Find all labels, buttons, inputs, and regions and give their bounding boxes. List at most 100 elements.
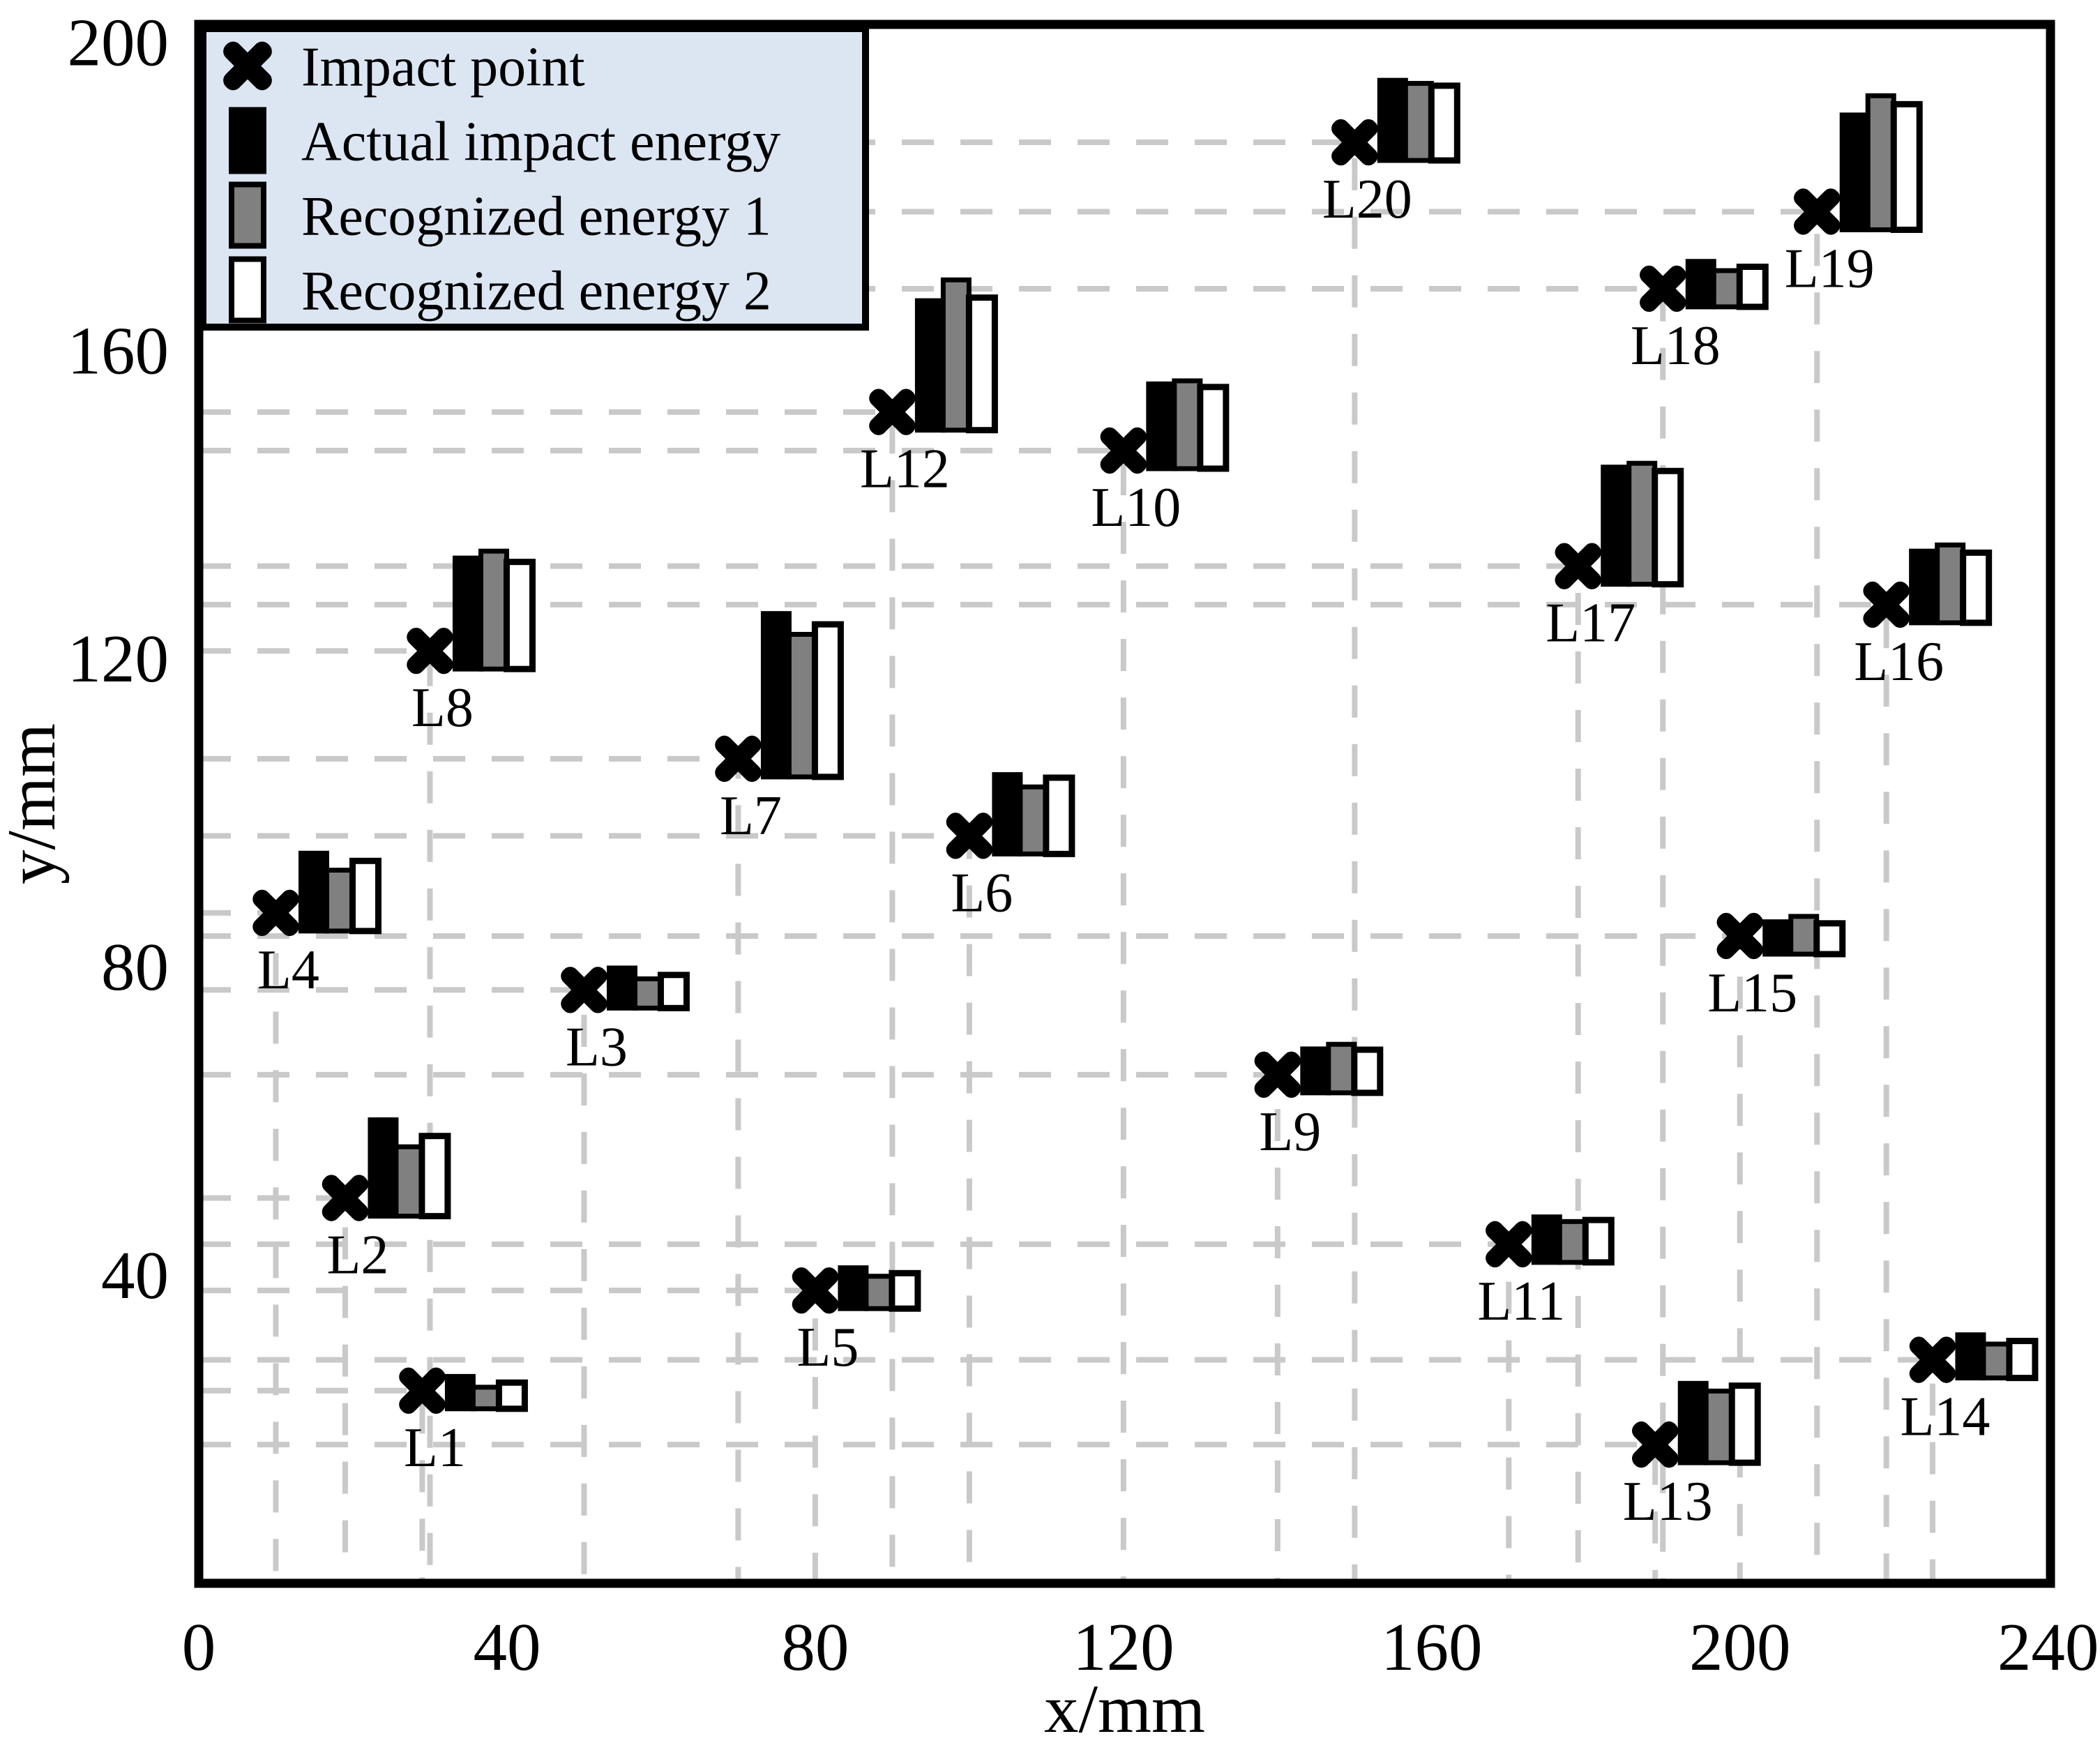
recognized-energy-1-bar-L12 <box>940 277 972 433</box>
legend-label-1: Actual impact energy <box>301 112 780 173</box>
impact-point-marker-L14 <box>1909 1336 1956 1383</box>
impact-point-group-L5: L5 <box>792 1265 921 1378</box>
impact-point-group-L9: L9 <box>1254 1041 1384 1163</box>
point-label-L6: L6 <box>951 862 1013 923</box>
impact-point-group-L16: L16 <box>1854 542 1993 693</box>
impact-point-marker-L7 <box>715 735 762 783</box>
x-stroke <box>1909 1336 1956 1383</box>
recognized-energy-1-bar-L9 <box>1326 1041 1357 1096</box>
impact-point-marker-L10 <box>1100 427 1147 474</box>
point-label-L5: L5 <box>796 1317 859 1378</box>
point-label-L19: L19 <box>1785 238 1875 299</box>
recognized-energy-1-bar-L4 <box>324 868 355 934</box>
legend-label-2: Recognized energy 1 <box>301 186 771 248</box>
recognized-energy-1-bar-L15 <box>1788 914 1820 957</box>
x-tick-label: 80 <box>781 1610 849 1684</box>
impact-point-group-L19: L19 <box>1785 93 1923 299</box>
actual-energy-bar-L10 <box>1146 381 1177 472</box>
recognized-energy-2-bar-L16 <box>1960 549 1993 626</box>
recognized-energy-1-bar-L20 <box>1403 81 1434 163</box>
y-tick-label: 200 <box>68 5 169 80</box>
point-label-L11: L11 <box>1477 1271 1565 1332</box>
recognized-energy-2-bar-L1 <box>495 1379 528 1412</box>
recognized-energy-2-bar-L20 <box>1428 82 1460 164</box>
actual-energy-bar-L4 <box>298 850 329 934</box>
impact-point-group-L12: L12 <box>860 277 998 500</box>
x-stroke <box>407 627 453 674</box>
actual-energy-bar-L19 <box>1839 112 1871 232</box>
point-label-L13: L13 <box>1623 1471 1713 1532</box>
recognized-energy-2-bar-L7 <box>811 621 844 780</box>
x-stroke <box>1640 265 1686 312</box>
actual-energy-bar-L12 <box>914 298 946 433</box>
impact-point-marker-L13 <box>1631 1421 1679 1468</box>
x-stroke <box>223 41 272 91</box>
legend-swatch-3 <box>229 256 266 324</box>
legend-label-3: Recognized energy 2 <box>301 261 771 322</box>
point-label-L4: L4 <box>257 940 319 1001</box>
actual-energy-bar-L15 <box>1762 919 1794 957</box>
recognized-energy-2-bar-L18 <box>1736 263 1769 310</box>
recognized-energy-1-bar-L7 <box>786 631 817 780</box>
projection-lines-L5 <box>199 1288 818 1583</box>
actual-energy-bar-L5 <box>838 1265 869 1311</box>
projection-lines-L1 <box>199 1387 425 1583</box>
impact-point-group-L14: L14 <box>1901 1332 2039 1448</box>
point-label-L9: L9 <box>1259 1101 1321 1163</box>
recognized-energy-2-bar-L8 <box>503 559 536 672</box>
recognized-energy-2-bar-L12 <box>965 294 998 434</box>
recognized-energy-2-bar-L3 <box>657 972 690 1011</box>
legend-x-marker-icon <box>223 41 272 91</box>
projection-lines-L10 <box>199 447 1126 1583</box>
impact-point-marker-L16 <box>1863 581 1910 628</box>
plot-frame <box>194 20 2055 1588</box>
recognized-energy-1-bar-L3 <box>632 976 663 1011</box>
x-stroke <box>1254 1051 1301 1099</box>
recognized-energy-1-bar-L10 <box>1172 378 1203 472</box>
point-label-L14: L14 <box>1901 1387 1991 1448</box>
x-stroke <box>869 389 916 435</box>
impact-point-group-L7: L7 <box>715 611 844 847</box>
impact-point-group-L6: L6 <box>946 772 1075 923</box>
projection-lines-L3 <box>199 987 587 1583</box>
actual-energy-bar-L17 <box>1601 465 1632 587</box>
point-label-L18: L18 <box>1631 315 1721 377</box>
x-stroke <box>561 967 607 1013</box>
point-label-L20: L20 <box>1322 169 1412 230</box>
impact-point-marker-L1 <box>399 1367 446 1415</box>
recognized-energy-1-bar-L19 <box>1865 93 1896 232</box>
actual-energy-bar-L20 <box>1377 77 1408 163</box>
x-tick-label: 240 <box>1997 1610 2099 1684</box>
recognized-energy-1-bar-L2 <box>393 1144 425 1219</box>
point-label-L12: L12 <box>860 439 950 500</box>
actual-energy-bar-L3 <box>606 965 637 1011</box>
legend-swatch-1 <box>229 107 266 174</box>
impact-point-group-L18: L18 <box>1631 259 1769 377</box>
projection-lines-L8 <box>199 648 433 1583</box>
impact-point-group-L2: L2 <box>322 1117 451 1286</box>
x-stroke <box>946 813 993 859</box>
legend: Impact point Actual impact energy Recogniz… <box>199 25 869 331</box>
x-stroke <box>399 1367 446 1415</box>
impact-point-marker-L20 <box>1331 119 1378 166</box>
x-stroke <box>252 889 299 937</box>
recognized-energy-1-bar-L6 <box>1018 784 1049 857</box>
x-stroke <box>792 1267 839 1314</box>
impact-point-group-L8: L8 <box>407 548 536 739</box>
recognized-energy-1-bar-L17 <box>1626 460 1658 587</box>
recognized-energy-2-bar-L17 <box>1652 467 1684 588</box>
point-label-L8: L8 <box>411 677 474 739</box>
legend-label-0: Impact point <box>301 37 585 98</box>
impact-point-marker-L11 <box>1486 1221 1532 1268</box>
actual-energy-bar-L14 <box>1955 1332 1986 1381</box>
recognized-energy-2-bar-L9 <box>1351 1046 1384 1096</box>
x-tick-label: 160 <box>1381 1610 1483 1684</box>
actual-energy-bar-L13 <box>1677 1380 1709 1465</box>
point-label-L15: L15 <box>1707 963 1797 1024</box>
legend-swatch-2 <box>229 181 266 249</box>
impact-point-group-L4: L4 <box>252 850 382 1001</box>
impact-point-group-L17: L17 <box>1546 460 1684 654</box>
impact-point-marker-L6 <box>946 813 993 859</box>
actual-energy-bar-L2 <box>368 1117 399 1219</box>
